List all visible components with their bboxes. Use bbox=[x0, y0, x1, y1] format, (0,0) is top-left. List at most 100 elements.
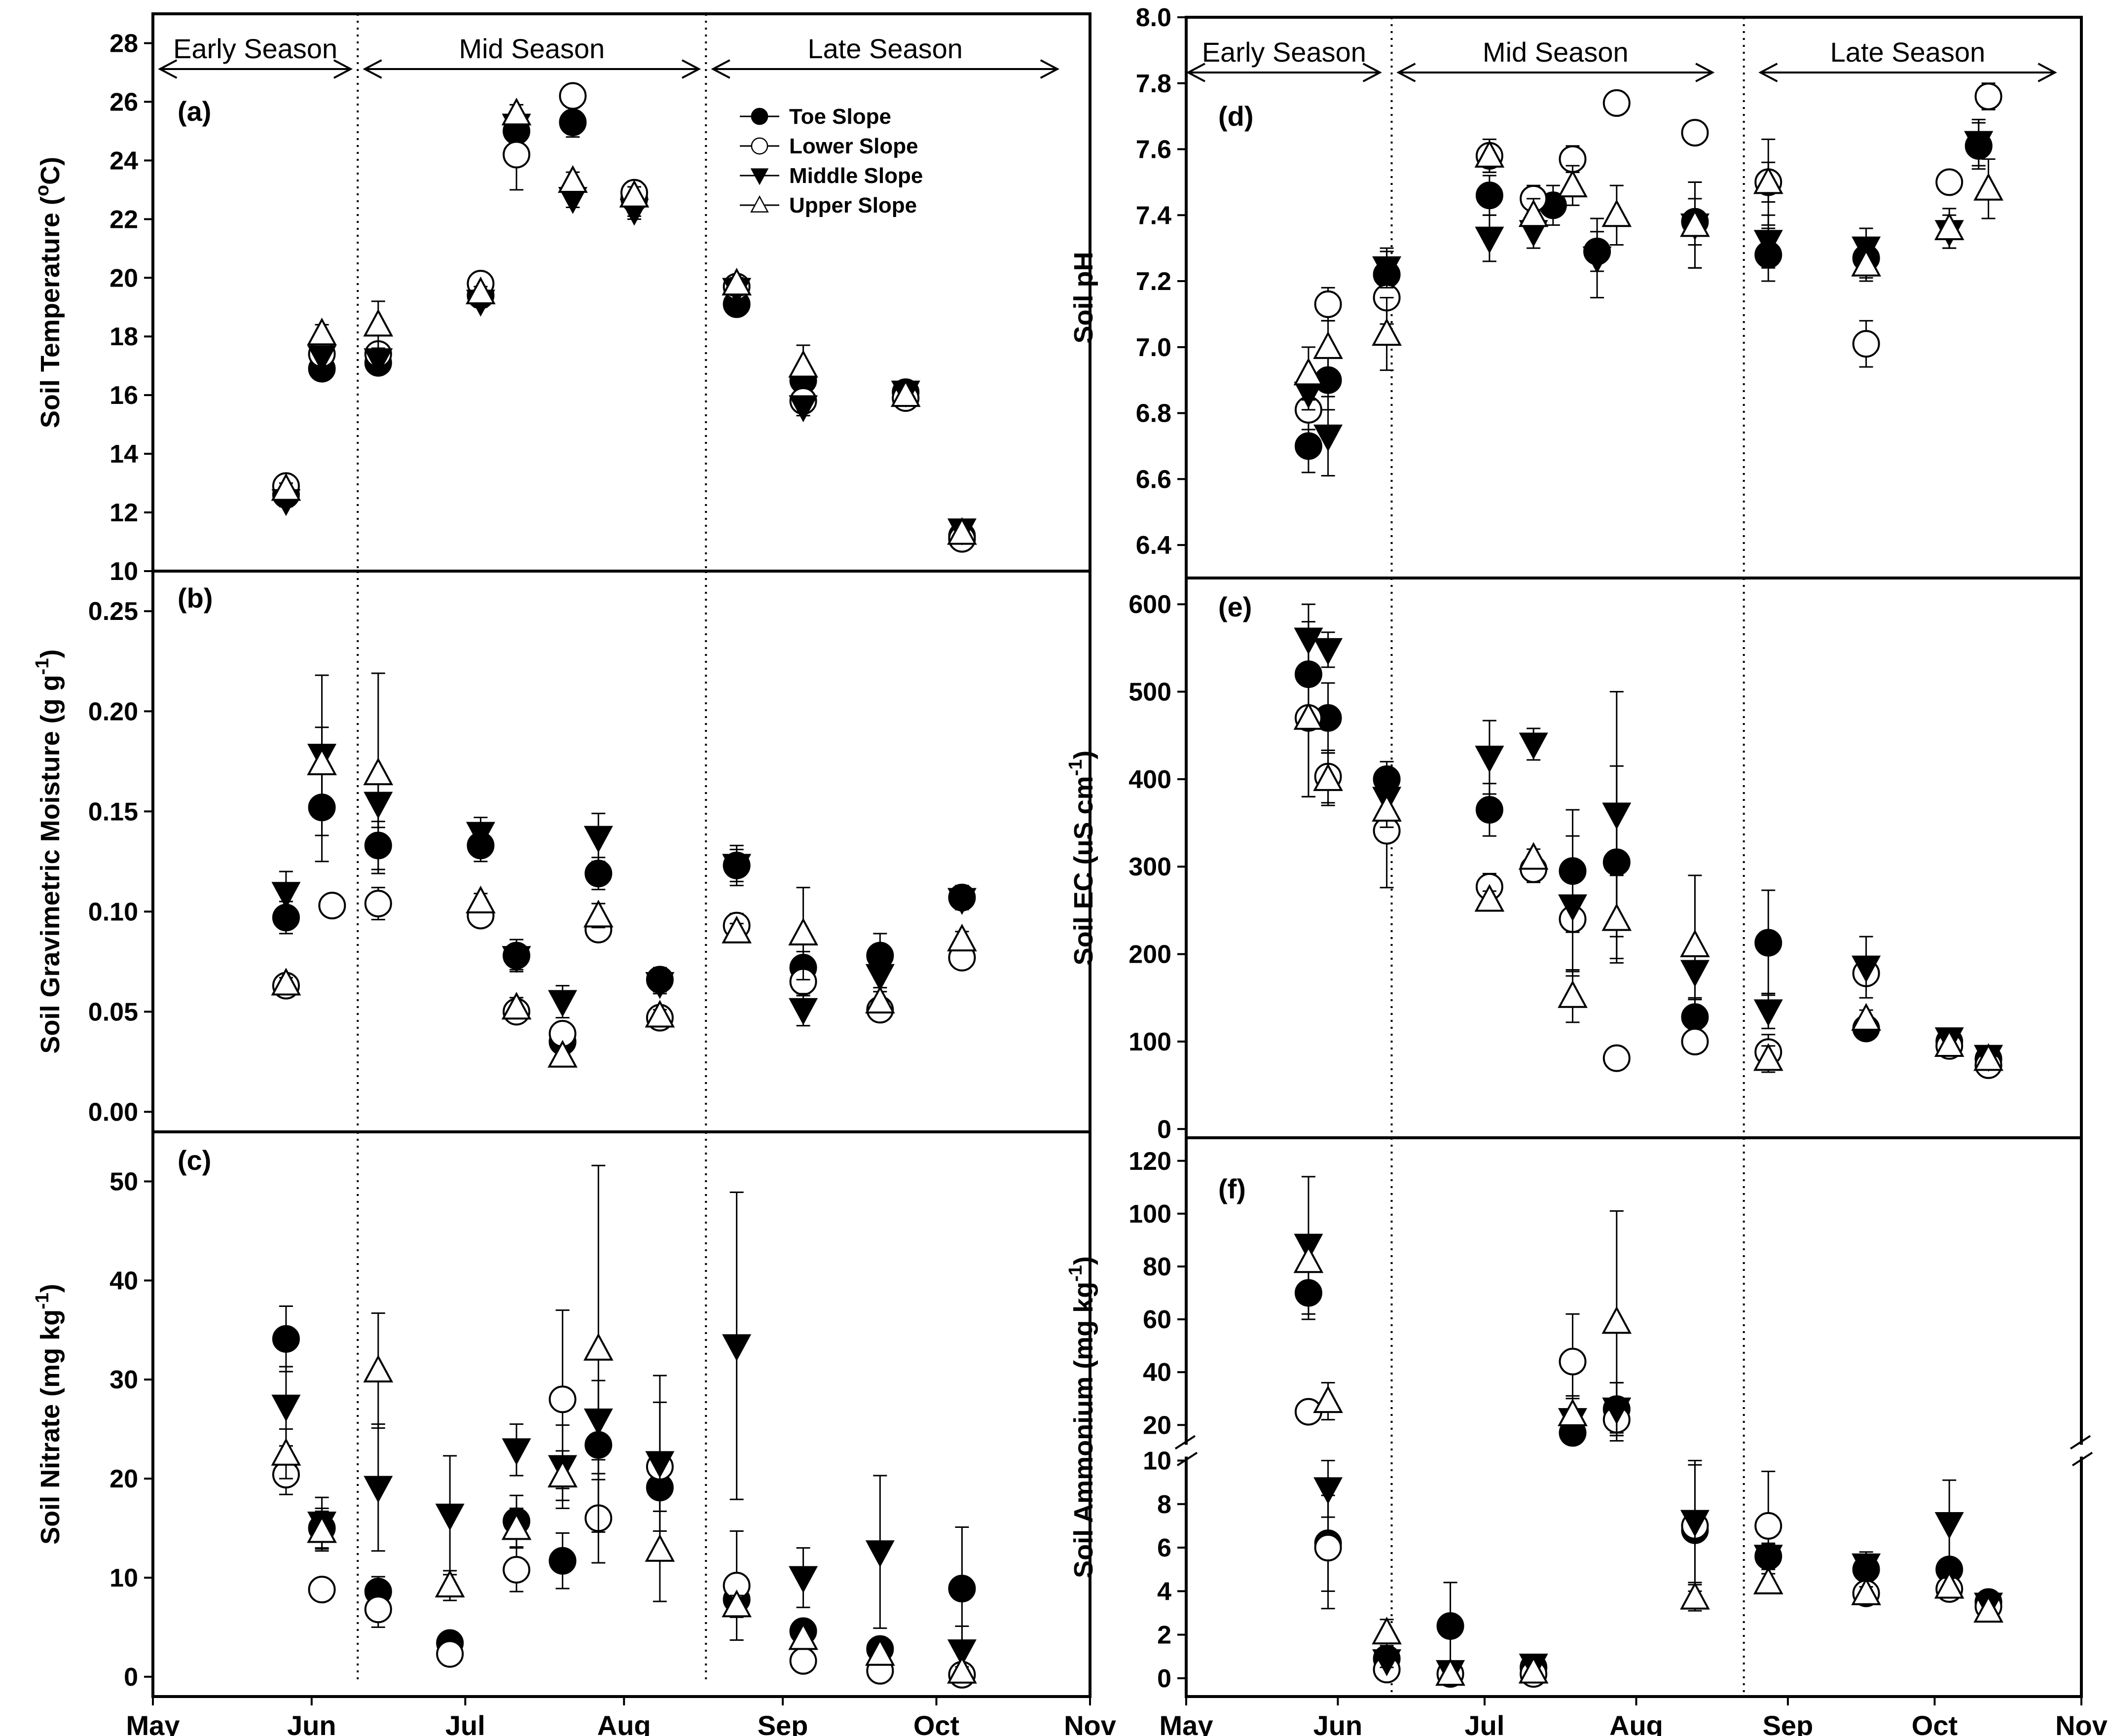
y-tick-label: 6.4 bbox=[1136, 531, 1171, 560]
data-point bbox=[1973, 173, 2003, 201]
data-point bbox=[1934, 1571, 1964, 1599]
data-point bbox=[1372, 1617, 1402, 1645]
data-point bbox=[1314, 290, 1342, 318]
data-point bbox=[1313, 424, 1343, 452]
series-middle-slope bbox=[1294, 1176, 2003, 1687]
season-arrow-head-left bbox=[1758, 63, 1778, 82]
y-tick-label: 30 bbox=[109, 1366, 138, 1394]
data-point bbox=[865, 964, 895, 991]
season-arrow-head-right bbox=[333, 59, 353, 79]
y-tick-label: 10 bbox=[1143, 1447, 1171, 1475]
y-axis-title-sup: o bbox=[32, 185, 53, 196]
axis-break-mark bbox=[2072, 1451, 2093, 1467]
x-month-label: Nov bbox=[1064, 1710, 1116, 1736]
data-point bbox=[364, 1595, 392, 1624]
series-toe-slope bbox=[1294, 1266, 2002, 1681]
data-point bbox=[1558, 894, 1588, 922]
panel-frame bbox=[1185, 1136, 2083, 1698]
series-upper-slope bbox=[1293, 1210, 2003, 1686]
x-month-label: Jun bbox=[1313, 1710, 1363, 1736]
data-point bbox=[788, 350, 818, 378]
y-tick-label: 20 bbox=[109, 264, 138, 292]
data-point bbox=[559, 108, 587, 137]
data-point bbox=[1681, 119, 1709, 147]
data-point bbox=[1475, 181, 1503, 210]
axis-break-mark bbox=[1176, 1451, 1198, 1467]
data-point bbox=[1753, 230, 1783, 257]
data-point bbox=[364, 890, 392, 918]
y-tick-label: 18 bbox=[109, 323, 138, 351]
data-point bbox=[947, 1656, 977, 1684]
x-month-label: Nov bbox=[2055, 1710, 2108, 1736]
series-lower-slope bbox=[1294, 1313, 2002, 1688]
data-point bbox=[501, 992, 532, 1020]
y-tick-label: 0.00 bbox=[88, 1098, 138, 1126]
data-point bbox=[307, 1515, 337, 1543]
legend-label: Lower Slope bbox=[789, 134, 918, 158]
y-tick-label: 80 bbox=[1143, 1253, 1171, 1281]
data-point bbox=[1475, 746, 1504, 773]
series-middle-slope bbox=[271, 674, 977, 1027]
y-tick-label: 4 bbox=[1157, 1577, 1171, 1606]
panel-e: 0 100 200 300 400 500 600 (e) Soil EC (uS cm-1) bbox=[1065, 577, 2083, 1144]
y-tick-label: 6 bbox=[1157, 1534, 1171, 1562]
data-point bbox=[1851, 249, 1881, 277]
data-point bbox=[1436, 1612, 1464, 1640]
y-axis-title-end: ) bbox=[1069, 1256, 1098, 1265]
y-tick-label: 7.6 bbox=[1136, 136, 1171, 164]
data-point bbox=[1753, 1566, 1783, 1594]
data-point bbox=[547, 1040, 578, 1068]
data-point bbox=[1602, 802, 1632, 830]
data-point bbox=[503, 141, 531, 169]
season-arrow-head-left bbox=[363, 59, 382, 79]
y-axis-title-end: ) bbox=[36, 650, 65, 658]
data-point bbox=[619, 180, 650, 208]
data-point bbox=[1964, 131, 1994, 158]
data-point bbox=[436, 1640, 464, 1668]
season-arrow-head-right bbox=[1362, 63, 1382, 82]
data-point bbox=[1680, 1582, 1710, 1610]
data-point bbox=[1558, 169, 1588, 198]
data-point bbox=[583, 826, 613, 853]
data-point bbox=[1852, 1553, 1881, 1581]
y-tick-label: 600 bbox=[1128, 590, 1171, 619]
x-month-label: Jun bbox=[287, 1710, 336, 1736]
y-tick-label: 8.0 bbox=[1136, 3, 1171, 32]
season-label: Early Season bbox=[1202, 36, 1366, 68]
data-point bbox=[363, 757, 394, 786]
data-point bbox=[645, 972, 675, 999]
data-point bbox=[1680, 1510, 1709, 1537]
data-point bbox=[1935, 168, 1964, 196]
data-point bbox=[788, 917, 818, 945]
season-arrow-head-right bbox=[681, 59, 701, 79]
data-point bbox=[1313, 1477, 1343, 1505]
y-tick-label: 6.6 bbox=[1136, 465, 1171, 494]
data-point bbox=[1293, 1245, 1324, 1273]
data-point bbox=[947, 888, 977, 915]
data-point bbox=[502, 1438, 531, 1465]
data-point bbox=[865, 985, 895, 1014]
data-point bbox=[1475, 796, 1503, 824]
axis-break-mark bbox=[1174, 1435, 1196, 1450]
y-tick-label: 0.05 bbox=[88, 998, 138, 1026]
data-point bbox=[865, 1540, 895, 1567]
panel-label: (f) bbox=[1218, 1173, 1246, 1204]
season-arrow-head-left bbox=[1186, 63, 1205, 82]
data-point bbox=[559, 82, 587, 110]
x-month-label: Jul bbox=[445, 1710, 485, 1736]
y-tick-label: 10 bbox=[109, 557, 138, 586]
y-axis-title-end: ) bbox=[1069, 751, 1098, 760]
data-point bbox=[1518, 199, 1549, 227]
panel-a: 10 12 14 16 18 20 22 24 26 28 Early Season Mid Seas… bbox=[32, 12, 1091, 586]
data-point bbox=[1518, 1656, 1549, 1684]
series-lower-slope bbox=[1294, 638, 2002, 1079]
data-point bbox=[1851, 1003, 1881, 1031]
data-point bbox=[558, 165, 588, 193]
legend-marker-shape bbox=[751, 108, 768, 125]
data-point bbox=[1559, 1347, 1587, 1375]
data-point bbox=[947, 1639, 977, 1666]
x-month-label: May bbox=[126, 1710, 180, 1736]
y-axis-title: Soil Gravimetric Moisture (g g-1) bbox=[32, 650, 65, 1054]
data-point bbox=[1372, 318, 1402, 346]
x-month-label: Aug bbox=[597, 1710, 651, 1736]
